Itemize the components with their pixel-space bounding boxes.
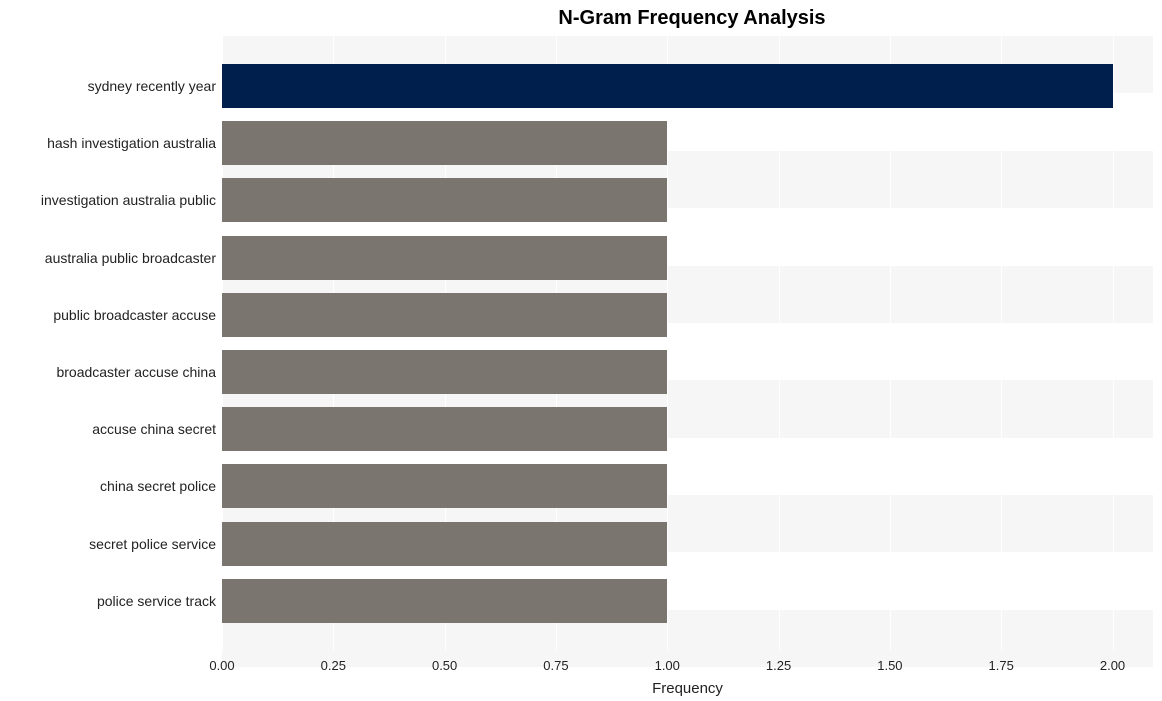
- chart-title: N-Gram Frequency Analysis: [0, 7, 1162, 30]
- x-tick-label: 1.25: [766, 658, 791, 673]
- x-axis-label: Frequency: [652, 680, 723, 697]
- x-tick-label: 2.00: [1100, 658, 1125, 673]
- bar: [222, 64, 1113, 108]
- x-tick-label: 1.75: [989, 658, 1014, 673]
- grid-vline: [890, 36, 891, 650]
- x-tick-label: 1.00: [655, 658, 680, 673]
- grid-vline: [1113, 36, 1114, 650]
- grid-vline: [667, 36, 668, 650]
- bar: [222, 293, 667, 337]
- plot-area: Frequencysydney recently yearhash invest…: [222, 36, 1153, 650]
- y-category-label: secret police service: [89, 536, 216, 552]
- bar: [222, 407, 667, 451]
- y-category-label: sydney recently year: [88, 78, 216, 94]
- y-category-label: police service track: [97, 593, 216, 609]
- x-tick-label: 0.75: [543, 658, 568, 673]
- bar: [222, 350, 667, 394]
- bar: [222, 464, 667, 508]
- x-tick-label: 1.50: [877, 658, 902, 673]
- bar: [222, 236, 667, 280]
- x-tick-label: 0.25: [321, 658, 346, 673]
- x-tick-label: 0.50: [432, 658, 457, 673]
- y-category-label: china secret police: [100, 478, 216, 494]
- ngram-chart: N-Gram Frequency Analysis Frequencysydne…: [0, 0, 1162, 701]
- y-category-label: hash investigation australia: [47, 135, 216, 151]
- grid-vline: [779, 36, 780, 650]
- bar: [222, 121, 667, 165]
- y-category-label: accuse china secret: [92, 421, 216, 437]
- bar: [222, 522, 667, 566]
- x-tick-label: 0.00: [209, 658, 234, 673]
- bar: [222, 178, 667, 222]
- y-category-label: public broadcaster accuse: [53, 307, 216, 323]
- y-category-label: broadcaster accuse china: [56, 364, 216, 380]
- y-category-label: australia public broadcaster: [45, 250, 216, 266]
- y-category-label: investigation australia public: [41, 192, 216, 208]
- bar: [222, 579, 667, 623]
- grid-vline: [1001, 36, 1002, 650]
